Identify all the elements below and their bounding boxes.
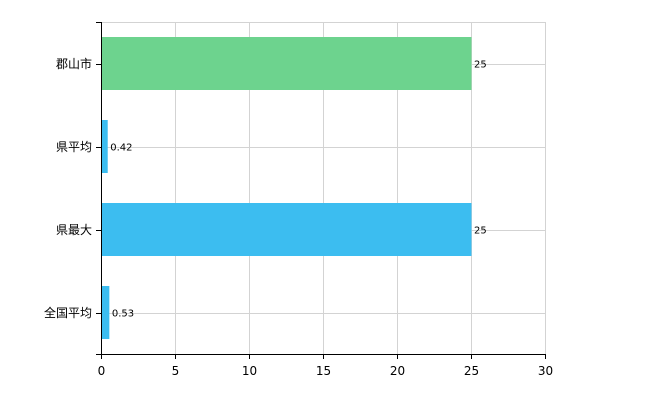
bar — [101, 286, 110, 339]
x-tick-label: 0 — [98, 364, 106, 378]
labels: 25 郡山市 0.42 県平均 25 県最大 0.53 全国平均 0 5 10 15 20 25 30 — [44, 56, 553, 378]
data-label: 25 — [474, 226, 487, 237]
category-label: 県最大 — [56, 223, 92, 237]
x-tick-label: 30 — [538, 364, 553, 378]
bars — [101, 37, 472, 339]
bar — [101, 120, 108, 173]
x-tick-label: 25 — [464, 364, 479, 378]
axes — [96, 22, 546, 359]
data-label: 0.53 — [112, 309, 134, 320]
x-tick-label: 20 — [390, 364, 405, 378]
category-label: 全国平均 — [44, 305, 92, 320]
bar — [101, 37, 472, 90]
x-tick-label: 10 — [242, 364, 257, 378]
data-label: 0.42 — [110, 143, 132, 154]
bar — [101, 203, 472, 256]
data-label: 25 — [474, 60, 487, 71]
category-label: 県平均 — [56, 140, 92, 154]
x-tick-label: 15 — [316, 364, 331, 378]
x-tick-label: 5 — [172, 364, 180, 378]
category-label: 郡山市 — [56, 56, 92, 71]
